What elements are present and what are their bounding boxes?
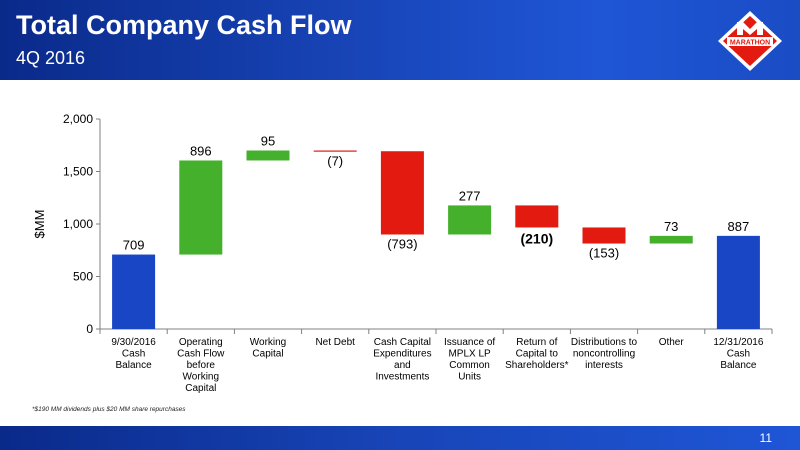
data-label: 896 <box>190 143 212 158</box>
data-label: 709 <box>123 238 145 253</box>
bar-3 <box>246 150 290 161</box>
bar-2 <box>179 160 223 255</box>
x-category-label: 9/30/2016 Cash Balance <box>111 337 156 371</box>
page-subtitle: 4Q 2016 <box>16 48 86 68</box>
data-label: (153) <box>589 246 619 261</box>
header-banner: Total Company Cash Flow 4Q 2016 MARATHON <box>0 0 800 80</box>
x-category-label: Other <box>659 337 685 348</box>
bar-10 <box>716 235 760 329</box>
bar-7 <box>515 205 559 228</box>
x-category-label: Operating Cash Flow before Working Capital <box>177 337 225 394</box>
waterfall-chart: 0 500 1,000 1,500 2,000 $MM 709 896 95 (7) (793) 27… <box>32 112 773 394</box>
y-axis-title: $MM <box>32 210 47 239</box>
data-label: 887 <box>728 219 750 234</box>
page-number: 11 <box>759 431 772 445</box>
y-tick-label: 1,000 <box>63 217 93 231</box>
data-label: 73 <box>664 219 678 234</box>
x-category-label: Net Debt <box>315 337 355 348</box>
x-category-label: 12/31/2016 Cash Balance <box>713 337 763 371</box>
bar-5 <box>380 151 424 235</box>
x-category-label: Return of Capital to Shareholders* <box>505 337 568 371</box>
marathon-logo-icon: MARATHON <box>718 11 782 71</box>
data-label: (7) <box>327 154 343 169</box>
x-category-label: Working Capital <box>250 337 287 360</box>
x-category-label: Distributions to noncontrolling interests <box>571 337 638 371</box>
y-tick-label: 0 <box>86 322 93 336</box>
footnote: *$190 MM dividends plus $20 MM share rep… <box>32 406 186 413</box>
data-label: 277 <box>459 188 481 203</box>
data-label: (793) <box>387 237 417 252</box>
x-category-label: Cash Capital Expenditures and Investments <box>373 337 431 383</box>
data-label: 95 <box>261 134 275 149</box>
page-title: Total Company Cash Flow <box>16 10 352 40</box>
y-tick-label: 500 <box>73 270 93 284</box>
bar-8 <box>582 227 626 244</box>
bar-6 <box>448 205 492 235</box>
y-tick-label: 2,000 <box>63 112 93 126</box>
x-category-label: Issuance of MPLX LP Common Units <box>444 337 495 383</box>
y-tick-label: 1,500 <box>63 165 93 179</box>
bar-4 <box>313 150 357 152</box>
data-label: (210) <box>520 230 553 246</box>
bar-1 <box>112 254 156 329</box>
logo-wordmark: MARATHON <box>730 40 770 47</box>
footer-bar: 11 <box>0 426 800 450</box>
bar-9 <box>649 235 693 244</box>
